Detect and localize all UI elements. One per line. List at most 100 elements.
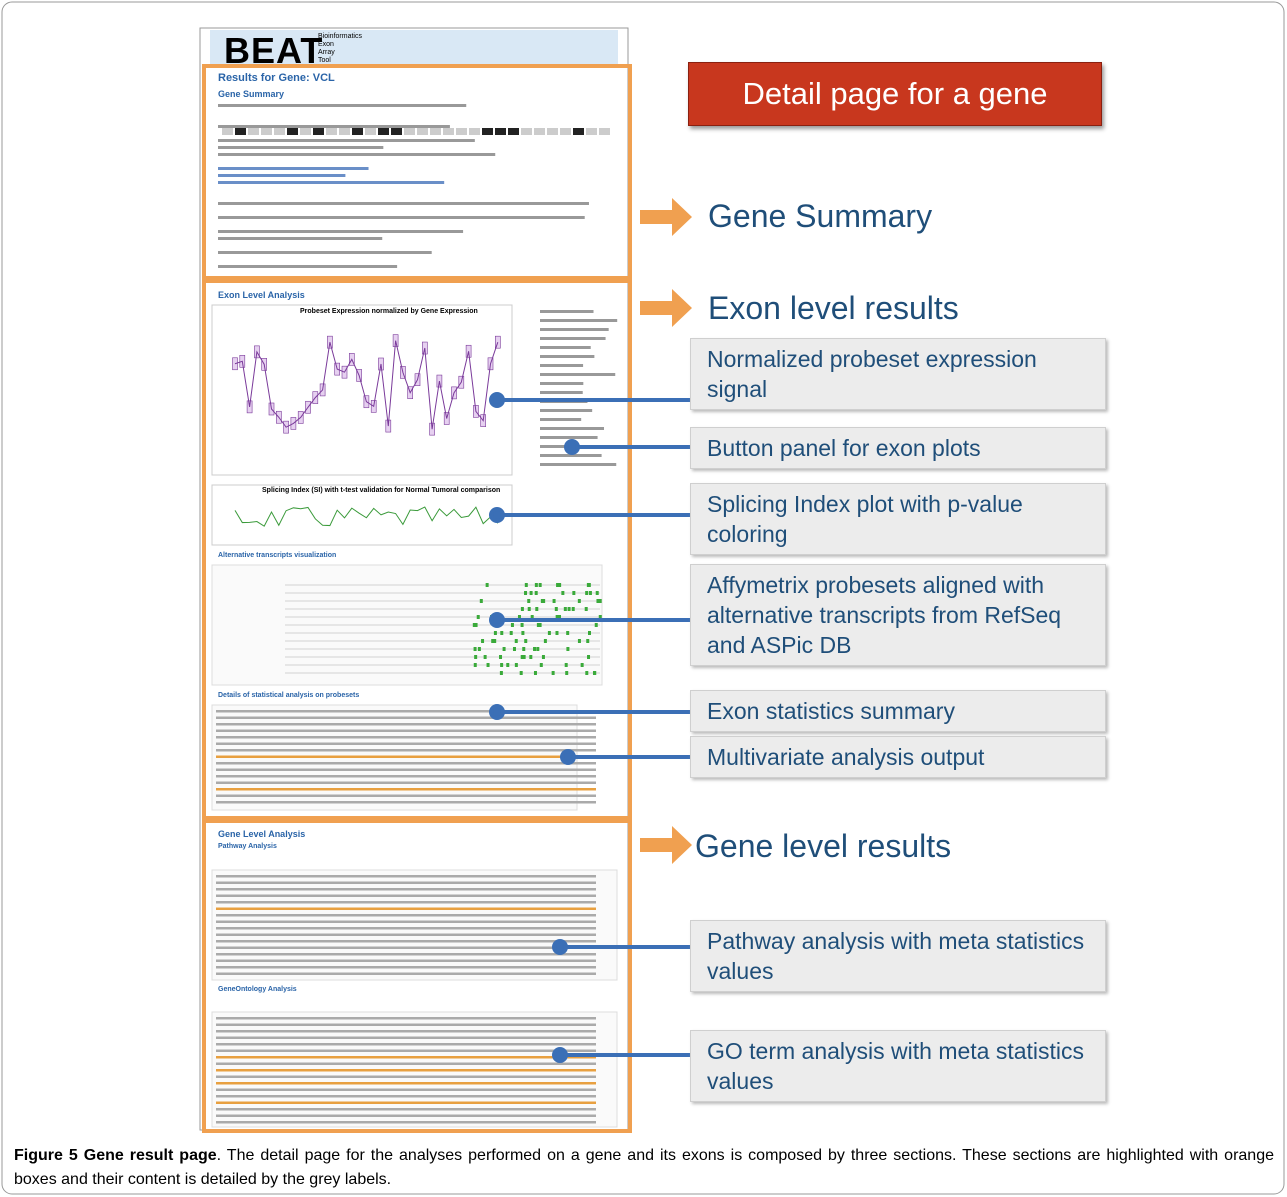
decoration xyxy=(216,927,596,930)
decoration xyxy=(365,128,376,135)
decoration xyxy=(510,631,513,635)
decoration xyxy=(525,583,528,587)
decoration xyxy=(216,1030,596,1033)
decoration xyxy=(218,167,369,170)
decoration xyxy=(216,1095,596,1098)
decoration xyxy=(216,875,596,878)
decoration xyxy=(540,463,616,466)
decoration xyxy=(511,623,514,627)
decoration xyxy=(216,801,596,804)
decoration xyxy=(540,346,591,349)
decoration xyxy=(540,373,615,376)
decoration xyxy=(585,607,588,611)
results-title: Results for Gene: VCL xyxy=(218,72,335,84)
decoration xyxy=(536,647,539,651)
decoration xyxy=(585,671,588,675)
decoration xyxy=(528,607,531,611)
decoration xyxy=(540,663,543,667)
decoration xyxy=(218,181,444,184)
label: Button panel for exon plots xyxy=(690,427,1106,469)
decoration xyxy=(565,671,568,675)
decoration xyxy=(589,591,592,595)
decoration xyxy=(404,128,415,135)
decoration xyxy=(515,639,518,643)
decoration xyxy=(216,795,596,798)
decoration xyxy=(566,631,569,635)
decoration xyxy=(216,782,596,785)
decoration xyxy=(596,591,599,595)
label: Normalized probeset expression signal xyxy=(690,338,1106,410)
decoration xyxy=(547,128,558,135)
decoration xyxy=(216,1089,596,1092)
decoration xyxy=(593,671,596,675)
caption: Figure 5 Gene result page. The detail pa… xyxy=(14,1144,1274,1192)
logo-word: Array xyxy=(318,49,362,57)
decoration xyxy=(216,895,596,898)
decoration xyxy=(216,743,596,746)
decoration xyxy=(216,749,596,752)
decoration xyxy=(216,953,596,956)
decoration xyxy=(478,647,481,651)
decoration xyxy=(486,583,489,587)
decoration xyxy=(313,128,324,135)
decoration xyxy=(540,328,609,331)
decoration xyxy=(216,882,596,885)
decoration xyxy=(216,1043,596,1046)
decoration xyxy=(339,128,350,135)
decoration xyxy=(480,599,483,603)
decoration xyxy=(216,940,596,943)
logo-word: Bioinformatics xyxy=(318,33,362,41)
decoration xyxy=(540,427,604,430)
label: Pathway analysis with meta statistics va… xyxy=(690,920,1106,992)
decoration xyxy=(352,128,363,135)
decoration xyxy=(218,237,382,240)
decoration xyxy=(595,623,598,627)
decoration xyxy=(216,1063,596,1066)
decoration xyxy=(555,631,558,635)
decoration xyxy=(218,216,585,219)
decoration xyxy=(588,631,591,635)
decoration xyxy=(216,723,596,726)
decoration xyxy=(326,128,337,135)
decoration xyxy=(216,762,596,765)
decoration xyxy=(216,1115,596,1118)
decoration xyxy=(535,591,538,595)
decoration xyxy=(565,663,568,667)
decoration xyxy=(216,914,596,917)
decoration xyxy=(456,128,467,135)
decoration xyxy=(235,128,246,135)
decoration xyxy=(596,599,599,603)
decoration xyxy=(534,671,537,675)
pathway-table xyxy=(212,870,617,980)
decoration xyxy=(544,639,547,643)
decoration xyxy=(475,623,478,627)
arrow xyxy=(640,289,692,327)
decoration xyxy=(533,647,536,651)
decoration xyxy=(216,1017,596,1020)
decoration xyxy=(578,599,581,603)
ss-heading: Gene Summary xyxy=(218,89,284,99)
decoration xyxy=(216,921,596,924)
decoration xyxy=(560,128,571,135)
decoration xyxy=(530,591,533,595)
decoration xyxy=(572,591,575,595)
decoration xyxy=(216,717,596,720)
decoration xyxy=(469,128,480,135)
decoration xyxy=(216,966,596,969)
decoration xyxy=(503,647,506,651)
decoration xyxy=(216,908,596,911)
decoration xyxy=(443,128,454,135)
decoration xyxy=(561,591,564,595)
decoration xyxy=(508,128,519,135)
arrows xyxy=(640,198,692,864)
arrow xyxy=(640,826,692,864)
decoration xyxy=(586,639,589,643)
label: Affymetrix probesets aligned with altern… xyxy=(690,564,1106,666)
decoration xyxy=(540,382,583,385)
plot-title: Splicing Index (SI) with t-test validati… xyxy=(262,487,500,494)
decoration xyxy=(216,1037,596,1040)
decoration xyxy=(520,671,523,675)
decoration xyxy=(216,960,596,963)
decoration xyxy=(521,631,524,635)
label: Splicing Index plot with p-value colorin… xyxy=(690,483,1106,555)
